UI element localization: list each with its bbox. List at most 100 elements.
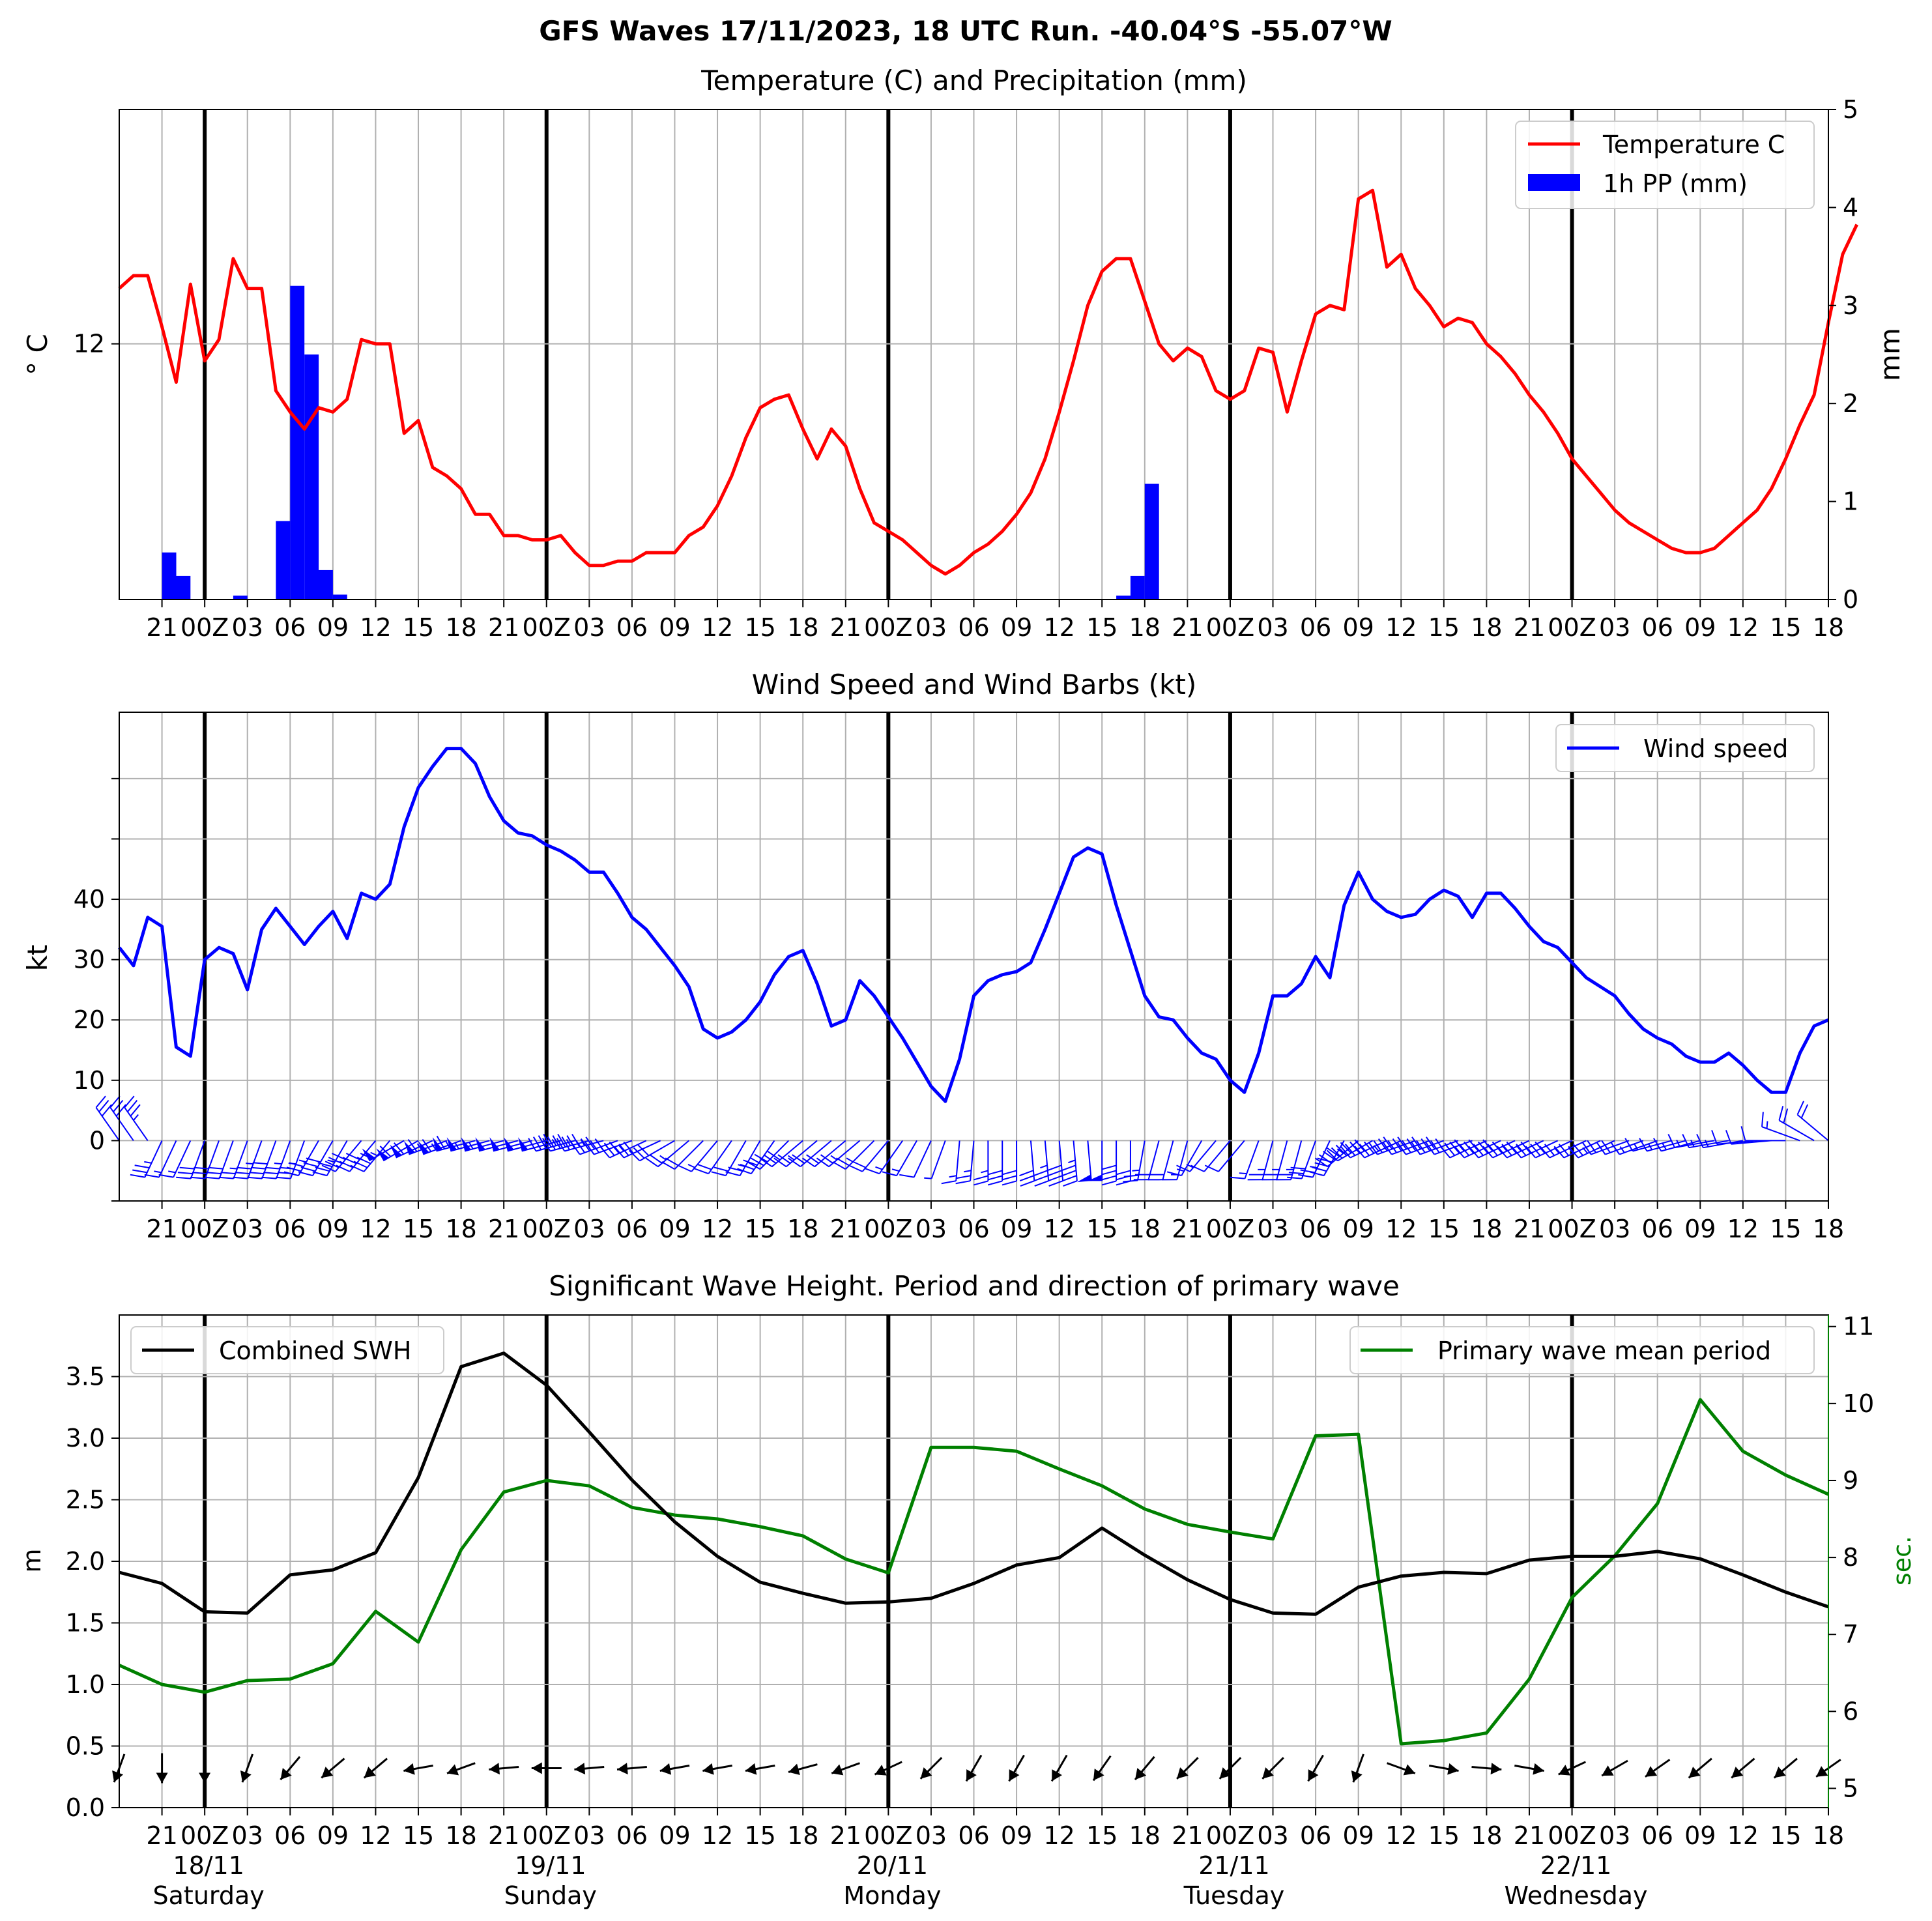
- wind-barb-shaft: [1535, 1140, 1572, 1159]
- wind-barb-feather: [1331, 1147, 1343, 1159]
- wind-barb-feather: [300, 1166, 316, 1172]
- wind-barb-flag: [446, 1137, 457, 1151]
- wind-barb: [1411, 1136, 1459, 1155]
- x-tick-label: 21: [1172, 613, 1203, 642]
- wind-barb-feather: [192, 1172, 207, 1175]
- wind-barb-feather: [848, 1164, 863, 1172]
- x-tick-label: 18: [445, 1215, 476, 1243]
- wind-panel-title: Wind Speed and Wind Barbs (kt): [752, 669, 1196, 701]
- wave-direction-arrow: [1688, 1757, 1712, 1779]
- wind-barb-feather: [1382, 1142, 1392, 1155]
- y-tick-label: 2.0: [66, 1547, 105, 1576]
- wind-barb-shaft: [465, 1140, 504, 1152]
- wind-barb-feather: [1290, 1166, 1306, 1170]
- wave-direction-arrow: [1731, 1757, 1755, 1779]
- wind-barb-feather: [134, 1164, 150, 1169]
- period-y-ticks: 5 6 7 8 9 10 11: [1828, 1312, 1874, 1802]
- wind-barb-feather: [1596, 1142, 1606, 1155]
- wind-barb-feather: [298, 1171, 313, 1177]
- wind-barb-feather: [678, 1164, 692, 1172]
- x-tick-label: 00Z: [1548, 1821, 1596, 1850]
- temperature-panel-title: Temperature (C) and Precipitation (mm): [700, 65, 1247, 96]
- wind-barb-feather: [1340, 1142, 1352, 1154]
- wind-barb-shaft: [1030, 1140, 1035, 1181]
- wind-barb-feather: [1587, 1140, 1597, 1153]
- x-tick-label: 03: [232, 1215, 263, 1243]
- x-tick-label: 03: [1599, 1821, 1630, 1850]
- wind-barb-feather: [737, 1168, 752, 1175]
- wind-barb-feather: [538, 1135, 547, 1149]
- wind-barb-feather: [1516, 1144, 1527, 1156]
- wind-barb: [124, 1095, 149, 1141]
- wave-arrow-head: [1602, 1765, 1614, 1776]
- temperature-y-label: ° C: [22, 334, 53, 375]
- wind-barb-shaft: [751, 1140, 775, 1174]
- wind-barb: [759, 1140, 803, 1168]
- wind-barb-feather: [575, 1140, 586, 1153]
- wind-barb-feather: [1101, 1175, 1117, 1181]
- wind-barb-feather: [1415, 1140, 1426, 1153]
- wind-barb-feather: [208, 1166, 223, 1170]
- wave-direction-arrow: [489, 1763, 519, 1775]
- x-tick-label: 09: [659, 1821, 690, 1850]
- wind-barb-shaft: [814, 1140, 846, 1168]
- x-tick-label: 12: [360, 1215, 391, 1243]
- wind-barb-feather: [987, 1175, 1003, 1181]
- wind-barb: [1482, 1140, 1530, 1159]
- wind-barb: [158, 1140, 192, 1178]
- wind-barb-feather: [1487, 1144, 1498, 1156]
- wind-barb-feather: [899, 1174, 914, 1178]
- x-tick-label: 21: [1514, 1215, 1545, 1243]
- wind-barb-feather: [628, 1149, 641, 1162]
- wind-barb-feather: [247, 1176, 263, 1179]
- wind-barb-feather: [1359, 1144, 1370, 1156]
- x-tick-label: 21: [488, 1821, 519, 1850]
- wind-barb-shaft: [930, 1140, 946, 1179]
- wind-barb-half-feather: [1501, 1145, 1508, 1152]
- wind-barb: [1101, 1140, 1117, 1186]
- wind-barb: [570, 1136, 618, 1155]
- y-tick-label: 1.0: [66, 1670, 105, 1699]
- wave-arrow-head: [659, 1763, 672, 1775]
- wave-arrow-head: [1490, 1763, 1502, 1775]
- wind-barb-feather: [321, 1164, 336, 1172]
- wind-barb-half-feather: [246, 1163, 253, 1165]
- wind-barb-shaft: [1605, 1140, 1644, 1155]
- wind-barb-feather: [1327, 1148, 1340, 1157]
- wind-y-label: kt: [22, 945, 53, 972]
- wind-barb: [1002, 1140, 1018, 1186]
- wind-barb-feather: [1319, 1154, 1332, 1164]
- wave-arrow-head: [745, 1763, 757, 1775]
- x-tick-label: 03: [1599, 1215, 1630, 1243]
- wave-direction-arrow: [702, 1763, 732, 1775]
- wind-barb-feather: [1047, 1170, 1063, 1177]
- wind-barb-shaft: [674, 1140, 704, 1170]
- wave-direction-arrow: [199, 1753, 211, 1784]
- wind-barb-feather: [1796, 1101, 1804, 1115]
- wind-barb-half-feather: [1040, 1164, 1048, 1169]
- wind-barb-feather: [95, 1095, 106, 1108]
- wind-barb-feather: [645, 1157, 659, 1168]
- wind-barb-feather: [1326, 1149, 1338, 1162]
- wind-barb-shaft: [896, 1140, 917, 1176]
- wind-barb-feather: [1312, 1166, 1327, 1172]
- wind-barb-feather: [1397, 1136, 1407, 1149]
- wind-barb-shaft: [739, 1140, 761, 1176]
- wind-barb: [1581, 1140, 1630, 1155]
- wind-barb-half-feather: [1516, 1145, 1522, 1152]
- x-tick-label: 00Z: [1206, 613, 1254, 642]
- wave-direction-arrow: [1307, 1754, 1324, 1782]
- wave-direction-arrow: [874, 1761, 902, 1776]
- x-tick-label: 21: [146, 613, 177, 642]
- wind-barb: [144, 1140, 177, 1178]
- wind-barb-shaft: [970, 1140, 975, 1181]
- wind-barb: [678, 1140, 718, 1172]
- precip-bar: [176, 575, 191, 599]
- x-tick-label: 15: [1770, 613, 1801, 642]
- wind-barb: [1276, 1140, 1303, 1181]
- wind-barb: [1667, 1134, 1715, 1149]
- wind-barb: [1314, 1140, 1359, 1168]
- wind-barb-shaft: [1162, 1140, 1174, 1180]
- precip-bar: [276, 521, 291, 599]
- wind-barb-feather: [1033, 1175, 1048, 1182]
